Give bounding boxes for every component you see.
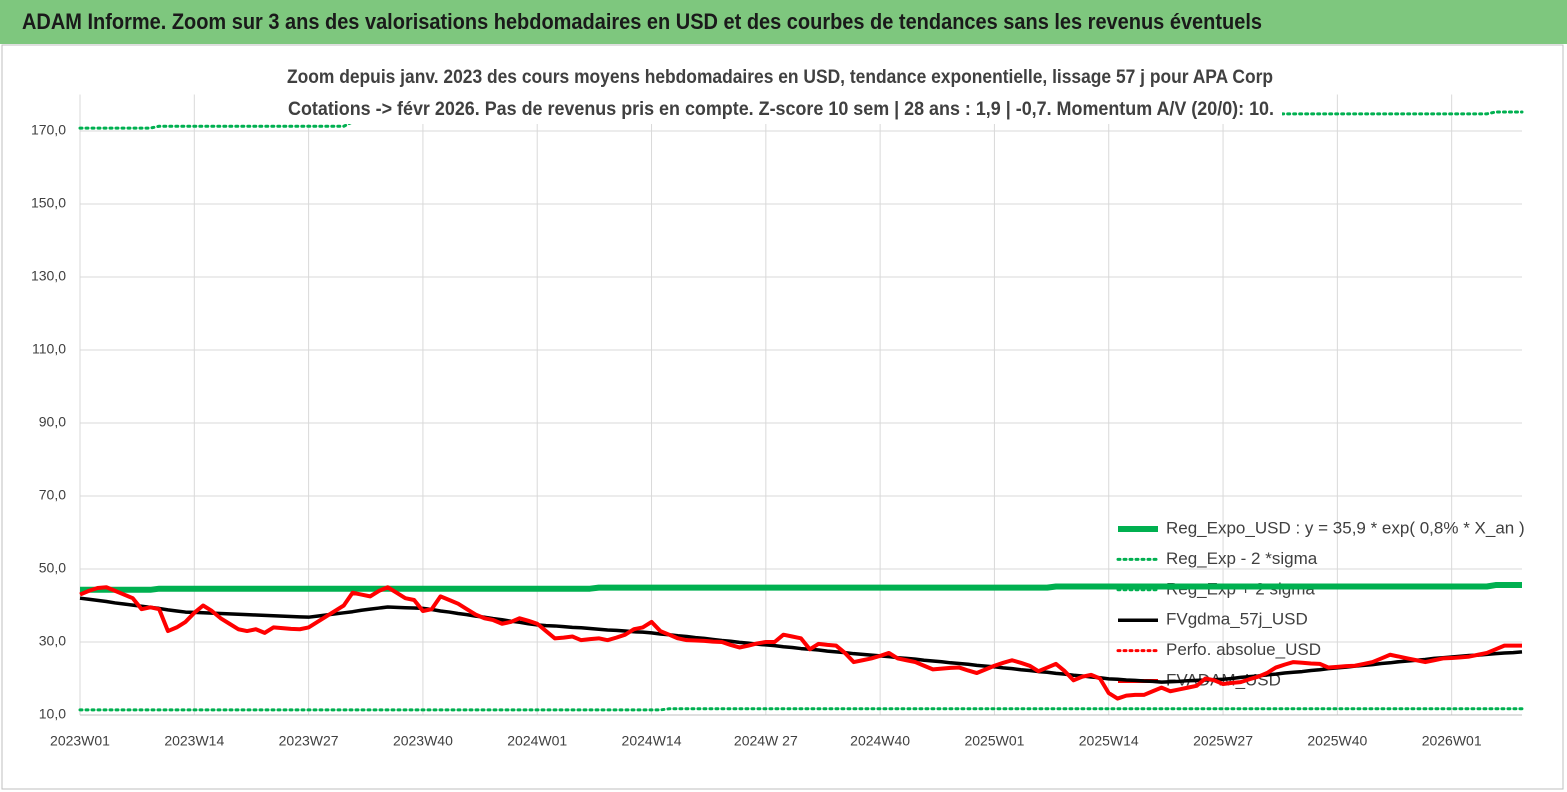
x-tick-label: 2023W01 xyxy=(50,733,110,749)
legend-label: Perfo. absolue_USD xyxy=(1166,640,1321,659)
legend-label: Reg_Expo_USD : y = 35,9 * exp( 0,8% * X_… xyxy=(1166,518,1525,537)
chart-frame xyxy=(1,44,1564,790)
x-tick-label: 2023W27 xyxy=(279,733,339,749)
chart-title: Zoom depuis janv. 2023 des cours moyens … xyxy=(287,67,1273,88)
y-tick-label: 130,0 xyxy=(31,268,66,284)
series xyxy=(79,596,1523,684)
header-title: ADAM Informe. Zoom sur 3 ans des valoris… xyxy=(22,9,1262,34)
series-line xyxy=(79,596,1523,684)
title-background xyxy=(282,62,1282,124)
y-tick-label: 50,0 xyxy=(39,560,66,576)
series xyxy=(80,582,1522,593)
series-line xyxy=(78,707,1524,712)
y-tick-label: 30,0 xyxy=(39,633,66,649)
x-tick-label: 2023W40 xyxy=(393,733,453,749)
x-tick-label: 2025W01 xyxy=(964,733,1024,749)
x-tick-label: 2023W14 xyxy=(164,733,224,749)
series xyxy=(78,707,1524,712)
x-tick-label: 2026W01 xyxy=(1422,733,1482,749)
series-line xyxy=(80,582,1522,593)
y-tick-label: 10,0 xyxy=(39,706,66,722)
x-tick-label: 2024W 27 xyxy=(734,733,798,749)
y-tick-label: 110,0 xyxy=(32,341,66,357)
chart-subtitle: Cotations -> févr 2026. Pas de revenus p… xyxy=(288,99,1274,120)
x-tick-label: 2025W27 xyxy=(1193,733,1253,749)
x-tick-label: 2024W14 xyxy=(622,733,682,749)
y-tick-label: 70,0 xyxy=(39,487,66,503)
x-tick-label: 2025W40 xyxy=(1307,733,1367,749)
y-tick-label: 170,0 xyxy=(31,122,66,138)
y-tick-label: 90,0 xyxy=(39,414,66,430)
x-tick-label: 2025W14 xyxy=(1079,733,1139,749)
y-tick-label: 150,0 xyxy=(31,195,66,211)
x-tick-label: 2024W40 xyxy=(850,733,910,749)
title-block: Zoom depuis janv. 2023 des cours moyens … xyxy=(282,62,1282,124)
legend-label: FVgdma_57j_USD xyxy=(1166,610,1308,629)
legend-label: Reg_Exp - 2 *sigma xyxy=(1166,549,1318,568)
x-tick-label: 2024W01 xyxy=(507,733,567,749)
series-line xyxy=(79,585,1522,701)
header-bar xyxy=(0,0,1567,44)
series xyxy=(79,585,1522,701)
